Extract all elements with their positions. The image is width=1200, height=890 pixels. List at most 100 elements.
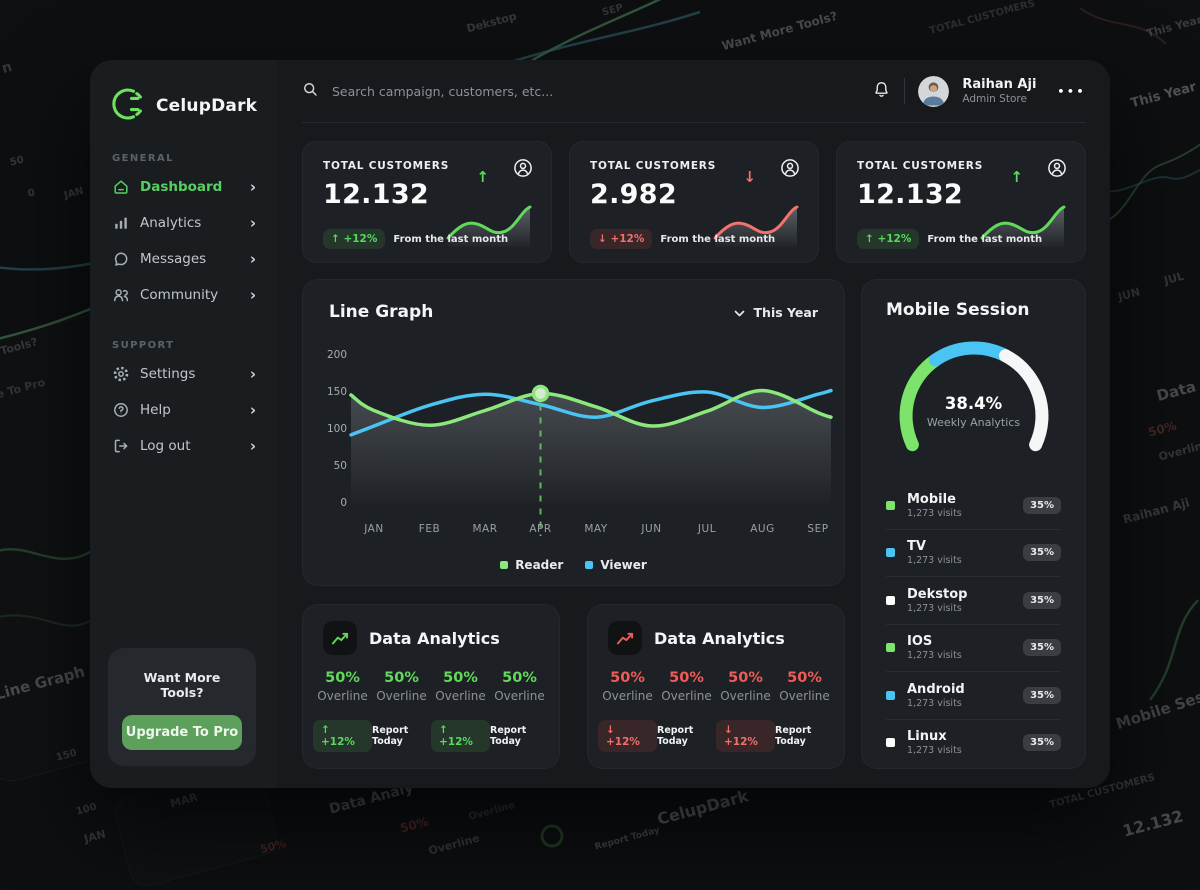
x-axis-month: JAN	[364, 523, 384, 535]
analytics-footer: ↓ +12% Report Today ↓ +12% Report Today	[598, 720, 834, 752]
gauge: 38.4% Weekly Analytics	[886, 328, 1061, 478]
stat-value: 50%	[325, 670, 360, 686]
x-axis-month: SEP	[807, 523, 829, 535]
sidebar-item-analytics[interactable]: Analytics ›	[108, 205, 260, 241]
session-row-tv[interactable]: TV 1,273 visits 35%	[886, 528, 1061, 577]
chevron-right-icon: ›	[249, 177, 256, 196]
search-input[interactable]	[330, 82, 654, 100]
sidebar-item-label: Dashboard	[140, 179, 223, 195]
x-axis-month: JUN	[641, 523, 662, 535]
analytics-footer: ↑ +12% Report Today ↑ +12% Report Today	[313, 720, 549, 752]
stat-label: Overline	[720, 689, 771, 703]
legend-label: Viewer	[600, 558, 647, 572]
stat-value: 50%	[610, 670, 645, 686]
people-icon	[112, 286, 130, 304]
device-color-swatch	[886, 643, 895, 653]
legend-item: Viewer	[585, 558, 647, 572]
analytics-stats: 50% Overline 50% Overline 50% Overline 50% Over…	[313, 670, 549, 703]
chevron-right-icon: ›	[249, 249, 256, 268]
sidebar-item-settings[interactable]: Settings ›	[108, 356, 260, 392]
device-visits: 1,273 visits	[907, 650, 962, 662]
trend-badge: ↑ +12%	[323, 229, 386, 249]
chevron-right-icon: ›	[249, 436, 256, 455]
year-filter-dropdown[interactable]: This Year	[734, 305, 818, 320]
more-menu-icon[interactable]: •••	[1057, 84, 1086, 98]
data-analytics-card: Data Analytics 50% Overline 50% Overline 50% O…	[302, 604, 560, 769]
bell-icon[interactable]	[872, 80, 891, 103]
mobile-session-card: Mobile Session 38.4% Weekly Analytics Mo…	[861, 279, 1086, 769]
up-arrow-icon: ↑	[1010, 168, 1023, 186]
brand: CelupDark	[108, 86, 260, 126]
legend-swatch	[585, 561, 594, 569]
sidebar-item-label: Analytics	[140, 215, 202, 231]
divider	[904, 78, 906, 104]
analytics-card-row: Data Analytics 50% Overline 50% Overline 50% O…	[302, 604, 845, 769]
sidebar-item-label: Help	[140, 402, 171, 418]
stat-card-value: 12.132	[857, 179, 963, 210]
device-share-badge: 35%	[1023, 496, 1061, 514]
dashboard-window: CelupDark GENERAL Dashboard › Analytics › Mes…	[90, 60, 1110, 788]
analytics-stat: 50% Overline	[716, 670, 775, 703]
stat-card-value: 2.982	[590, 179, 677, 210]
sparkline-chart	[979, 194, 1067, 254]
analytics-stat: 50% Overline	[490, 670, 549, 703]
legend-item: Reader	[500, 558, 563, 572]
session-row-linux[interactable]: Linux 1,273 visits 35%	[886, 718, 1061, 767]
stat-label: Overline	[317, 689, 368, 703]
session-row-ios[interactable]: IOS 1,273 visits 35%	[886, 623, 1061, 672]
celupdark-logo-icon	[110, 86, 146, 126]
x-axis-month: FEB	[418, 523, 441, 535]
report-today-label: Report Today	[775, 725, 812, 747]
device-name: IOS	[907, 634, 933, 650]
trend-down-icon	[608, 621, 642, 655]
trend-badge: ↑ +12%	[857, 229, 920, 249]
sidebar-item-messages[interactable]: Messages ›	[108, 241, 260, 277]
device-color-swatch	[886, 738, 895, 748]
analytics-stat: 50% Overline	[598, 670, 657, 703]
analytics-stat: 50% Overline	[372, 670, 431, 703]
stat-value: 50%	[502, 670, 537, 686]
stat-card: TOTAL CUSTOMERS 2.982 ↓ ↓ +12% From the last…	[569, 141, 819, 263]
sidebar-item-dashboard[interactable]: Dashboard ›	[108, 169, 260, 205]
sidebar-item-log-out[interactable]: Log out ›	[108, 428, 260, 464]
device-color-swatch	[886, 548, 895, 558]
session-row-android[interactable]: Android 1,273 visits 35%	[886, 671, 1061, 719]
device-visits: 1,273 visits	[907, 697, 962, 709]
chevron-right-icon: ›	[249, 285, 256, 304]
session-row-mobile[interactable]: Mobile 1,273 visits 35%	[886, 482, 1061, 529]
analytics-stat: 50% Overline	[657, 670, 716, 703]
analytics-stats: 50% Overline 50% Overline 50% Overline 50% Over…	[598, 670, 834, 703]
stat-label: Overline	[661, 689, 712, 703]
analytics-header: Data Analytics	[313, 621, 549, 655]
gauge-arc	[899, 341, 1048, 452]
device-name: Mobile	[907, 491, 956, 507]
sparkline-chart	[445, 194, 533, 254]
analytics-title: Data Analytics	[654, 628, 785, 648]
upgrade-to-pro-button[interactable]: Upgrade To Pro	[122, 715, 242, 750]
topbar: Raihan Aji Admin Store •••	[302, 60, 1086, 123]
session-row-dekstop[interactable]: Dekstop 1,273 visits 35%	[886, 576, 1061, 624]
device-info: IOS 1,273 visits	[907, 634, 1011, 661]
y-axis-tick: 100	[326, 423, 347, 435]
trend-up-icon	[323, 621, 357, 655]
stat-value: 50%	[384, 670, 419, 686]
stat-card-title: TOTAL CUSTOMERS	[323, 160, 450, 172]
device-info: TV 1,273 visits	[907, 539, 1011, 566]
stat-value: 50%	[728, 670, 763, 686]
analytics-header: Data Analytics	[598, 621, 834, 655]
upgrade-promo-card: Want More Tools? Upgrade To Pro	[108, 648, 256, 766]
year-filter-label: This Year	[753, 304, 818, 320]
logout-icon	[112, 437, 130, 455]
analytics-stat: 50% Overline	[775, 670, 834, 703]
left-column: Line Graph This Year 200 150 100 50 0 JAN FEB…	[302, 279, 845, 769]
search-bar[interactable]	[302, 81, 872, 102]
x-axis-month: AUG	[750, 523, 775, 535]
stat-card-note: From the last month	[660, 233, 776, 245]
line-graph-card: Line Graph This Year 200 150 100 50 0 JAN FEB…	[302, 279, 845, 586]
sidebar-item-label: Log out	[140, 438, 191, 454]
avatar[interactable]	[918, 75, 950, 107]
sidebar-item-help[interactable]: Help ›	[108, 392, 260, 428]
y-axis-tick: 150	[326, 386, 347, 398]
report-today-label: Report Today	[372, 725, 409, 747]
sidebar-item-community[interactable]: Community ›	[108, 277, 260, 313]
